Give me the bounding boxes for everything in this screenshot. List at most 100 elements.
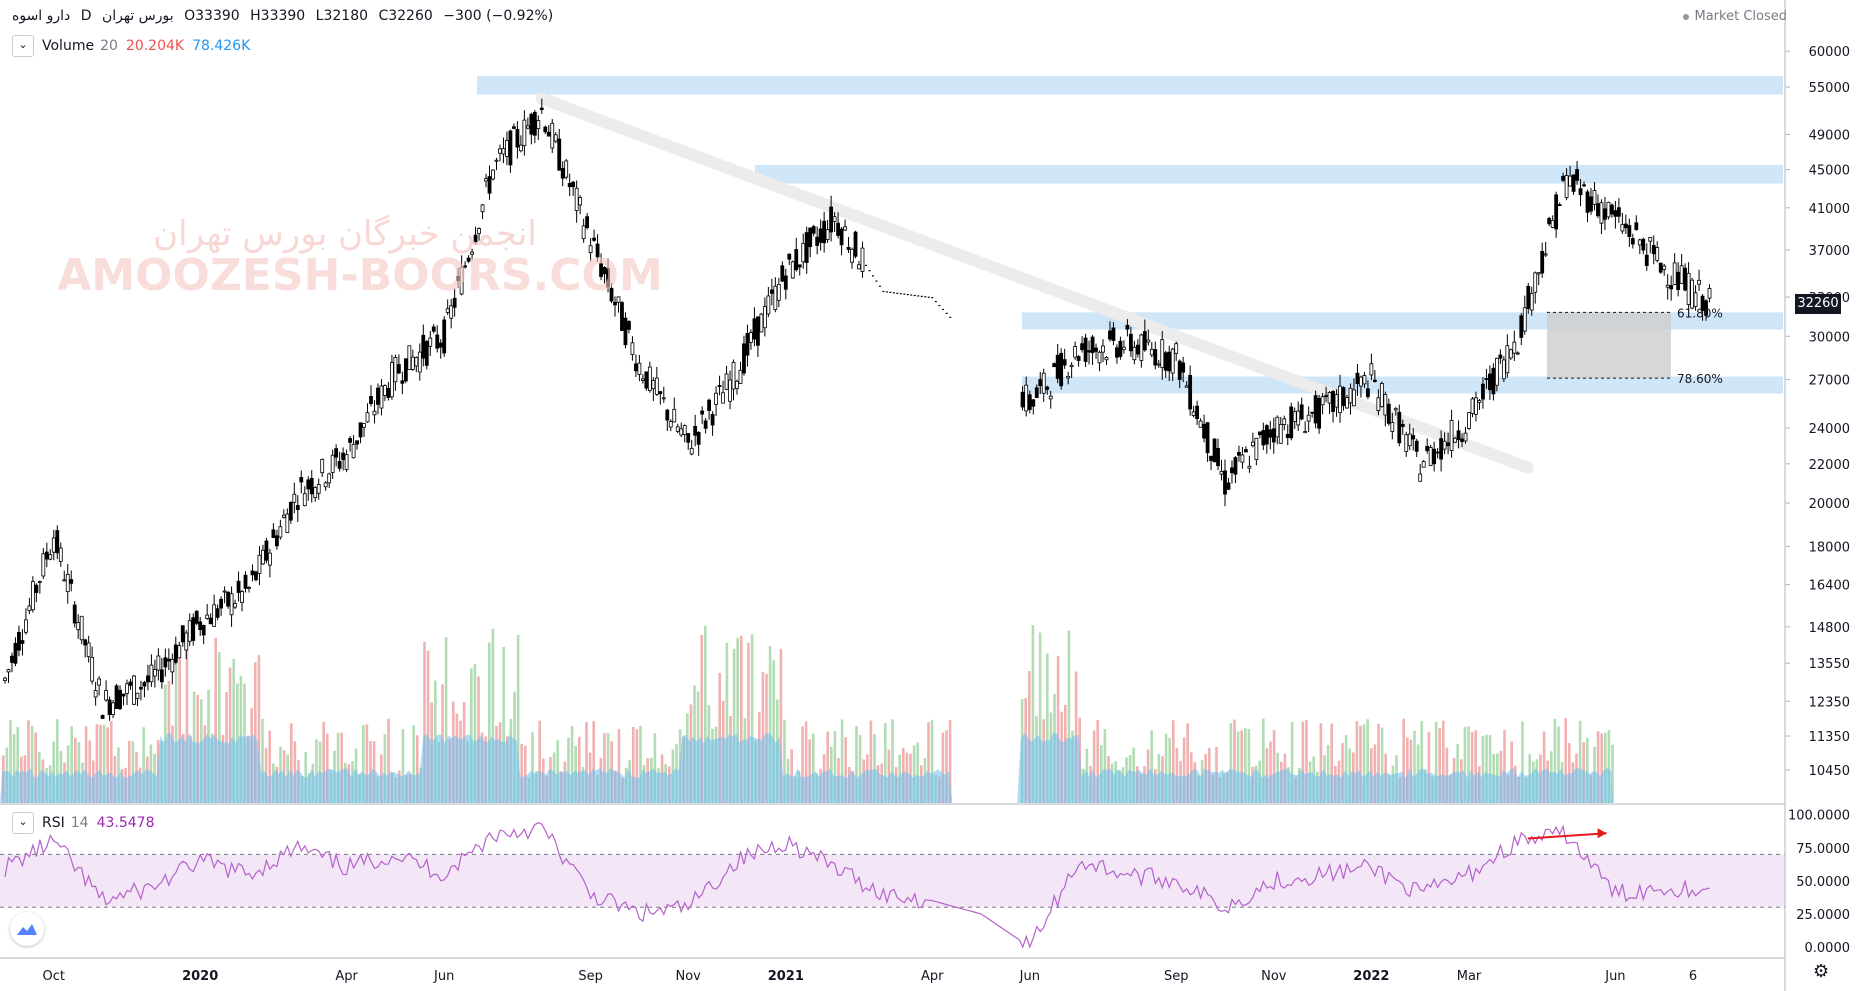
- price-candle-body: [407, 345, 412, 370]
- price-candle-body: [173, 644, 178, 663]
- price-candle-body: [330, 454, 335, 473]
- interval-label[interactable]: D: [80, 8, 92, 24]
- price-candle-body: [376, 387, 380, 405]
- price-candle-body: [745, 333, 750, 356]
- price-candle-body: [501, 148, 506, 155]
- time-tick-label: Jun: [1604, 969, 1625, 984]
- volume-bar: [1233, 719, 1236, 803]
- time-tick-label: Sep: [578, 969, 603, 984]
- last-price-label: 32260: [1795, 294, 1841, 314]
- volume-bar: [747, 642, 750, 803]
- volume-bar: [772, 660, 775, 803]
- volume-bar: [293, 741, 297, 803]
- price-candle-body: [1522, 307, 1527, 332]
- price-candle-body: [118, 689, 122, 710]
- fib-retracement-box: [1547, 312, 1671, 379]
- volume-bar: [488, 642, 491, 803]
- volume-bar: [102, 724, 106, 803]
- rsi-band: [0, 854, 1785, 908]
- price-candle-body: [1052, 363, 1057, 368]
- price-candle-body: [1481, 383, 1485, 400]
- price-candle-body: [703, 420, 708, 429]
- volume-bar: [804, 721, 808, 803]
- volume-bar: [585, 721, 588, 803]
- price-candle-body: [794, 249, 799, 271]
- price-candle-body: [525, 125, 530, 129]
- volume-bar: [1420, 721, 1423, 803]
- price-candle-body: [1418, 473, 1423, 482]
- price-candle-body: [773, 285, 778, 310]
- price-candle-body: [505, 140, 509, 157]
- volume-bar: [261, 718, 264, 803]
- price-tick-label: 60000: [1809, 45, 1850, 60]
- volume-bar: [365, 724, 369, 803]
- price-candle-body: [1198, 420, 1203, 428]
- volume-bar: [99, 724, 102, 803]
- volume-bar: [232, 658, 235, 803]
- price-candle-body: [602, 267, 607, 275]
- price-candle-body: [135, 692, 140, 699]
- volume-bar: [632, 726, 635, 803]
- chevron-down-icon[interactable]: ⌄: [12, 35, 34, 57]
- volume-bar: [1305, 720, 1308, 803]
- price-candle-body: [62, 579, 67, 582]
- volume-bar: [916, 742, 919, 803]
- volume-bar: [538, 720, 541, 803]
- price-candle-body: [55, 530, 60, 554]
- price-candle-body: [198, 621, 203, 631]
- price-candle-body: [1341, 387, 1346, 407]
- symbol-name[interactable]: دارو اسوه: [12, 8, 71, 24]
- volume-bar: [1600, 733, 1603, 803]
- price-candle-body: [184, 632, 189, 651]
- price-candle-body: [1526, 285, 1531, 309]
- trendline-band: [535, 92, 1534, 474]
- price-candle-body: [1568, 175, 1572, 187]
- price-candle-body: [1045, 386, 1050, 390]
- price-candle-body: [191, 617, 196, 641]
- price-candle-body: [292, 493, 297, 503]
- price-candle-body: [578, 197, 583, 206]
- volume-bar: [387, 718, 390, 803]
- volume-bar: [1485, 734, 1488, 803]
- price-candle-body: [1585, 191, 1590, 213]
- price-candle: [917, 295, 920, 297]
- volume-bar: [1341, 743, 1344, 803]
- tradingview-logo-icon[interactable]: [10, 912, 44, 946]
- price-candle-body: [1620, 223, 1625, 232]
- price-candle-body: [508, 130, 513, 166]
- chevron-down-icon[interactable]: ⌄: [12, 812, 34, 834]
- price-candle-body: [51, 537, 56, 553]
- volume-bar: [1503, 729, 1506, 803]
- rsi-line: [4, 822, 1710, 949]
- price-candle-body: [142, 682, 147, 687]
- price-candle-body: [341, 452, 346, 460]
- price-candle-body: [1233, 457, 1238, 475]
- price-candle-body: [274, 535, 279, 547]
- volume-bar: [556, 740, 559, 803]
- gear-icon[interactable]: ⚙: [1813, 961, 1830, 982]
- volume-bar: [930, 719, 934, 803]
- price-candle-body: [121, 693, 126, 697]
- price-candle-body: [1250, 441, 1255, 447]
- price-candle-body: [386, 387, 391, 398]
- price-candle-body: [1090, 336, 1095, 354]
- volume-bar: [326, 733, 329, 803]
- volume-bar: [1319, 723, 1323, 803]
- price-candle-body: [599, 263, 603, 277]
- price-candle-body: [766, 295, 771, 315]
- volume-bar: [1611, 744, 1614, 803]
- price-candle-body: [1369, 363, 1374, 376]
- price-candle-body: [818, 228, 823, 243]
- volume-bar: [336, 732, 340, 803]
- volume-bar: [1355, 721, 1359, 803]
- volume-bar: [1164, 733, 1168, 803]
- volume-bar: [704, 625, 707, 803]
- price-candle: [924, 296, 927, 298]
- price-candle-body: [1247, 465, 1252, 469]
- volume-bar: [1578, 720, 1582, 803]
- price-candle-body: [1181, 362, 1186, 373]
- price-candle-body: [1491, 367, 1496, 395]
- price-candle-body: [107, 699, 112, 716]
- price-tick-label: 37000: [1809, 244, 1850, 259]
